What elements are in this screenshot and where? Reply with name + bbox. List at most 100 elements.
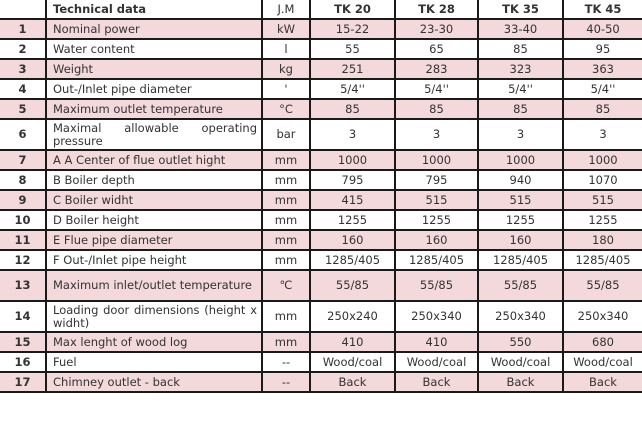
row-value: 250x340	[394, 300, 479, 333]
row-value: 3	[477, 118, 564, 151]
row-number: 16	[0, 351, 47, 373]
row-value: Wood/coal	[309, 351, 396, 373]
row-value: 55	[309, 38, 396, 60]
row-value: 160	[309, 229, 396, 251]
row-number: 6	[0, 118, 47, 151]
row-value: 1285/405	[477, 249, 564, 271]
row-value: 1285/405	[562, 249, 642, 271]
row-value: 55/85	[309, 269, 396, 302]
row-value: 55/85	[477, 269, 564, 302]
row-number: 8	[0, 169, 47, 191]
table-row: 16 Fuel -- Wood/coal Wood/coal Wood/coal Wood/…	[0, 351, 642, 373]
row-number: 12	[0, 249, 47, 271]
row-value: 55/85	[562, 269, 642, 302]
row-value: 795	[394, 169, 479, 191]
table-row: 4 Out-/Inlet pipe diameter ' 5/4'' 5/4'' 5/4'…	[0, 78, 642, 100]
row-unit: bar	[261, 118, 311, 151]
row-parameter: C Boiler widht	[45, 189, 263, 211]
row-unit: kg	[261, 58, 311, 80]
row-parameter: A A Center of flue outlet hight	[45, 149, 263, 171]
row-value: 515	[394, 189, 479, 211]
table-row: 6 Maximal allowable operating pressure bar…	[0, 118, 642, 151]
row-number: 14	[0, 300, 47, 333]
row-value: 795	[309, 169, 396, 191]
row-value: 1285/405	[394, 249, 479, 271]
row-value: 3	[394, 118, 479, 151]
row-number: 2	[0, 38, 47, 60]
row-value: 515	[477, 189, 564, 211]
row-value: 323	[477, 58, 564, 80]
header-model: TK 28	[394, 0, 479, 20]
row-value: 5/4''	[477, 78, 564, 100]
table-row: 11 E Flue pipe diameter mm 160 160 160 180	[0, 229, 642, 251]
row-parameter: Fuel	[45, 351, 263, 373]
row-unit: °C	[261, 98, 311, 120]
row-value: 5/4''	[309, 78, 396, 100]
table-row: 17 Chimney outlet - back -- Back Back Back Bac…	[0, 371, 642, 393]
row-value: 40-50	[562, 18, 642, 40]
technical-data-table: Technical data J.M TK 20 TK 28 TK 35 TK …	[0, 0, 642, 393]
row-value: Back	[562, 371, 642, 393]
row-unit: l	[261, 38, 311, 60]
row-value: 680	[562, 331, 642, 353]
row-number: 11	[0, 229, 47, 251]
row-value: 33-40	[477, 18, 564, 40]
row-parameter: Weight	[45, 58, 263, 80]
row-unit: --	[261, 351, 311, 373]
row-parameter: Water content	[45, 38, 263, 60]
row-parameter: Maximum inlet/outlet temperature	[45, 269, 263, 302]
table-row: 15 Max lenght of wood log mm 410 410 550 680	[0, 331, 642, 353]
row-value: Wood/coal	[477, 351, 564, 373]
row-value: 515	[562, 189, 642, 211]
row-value: 1000	[309, 149, 396, 171]
row-parameter: D Boiler height	[45, 209, 263, 231]
row-parameter: Loading door dimensions (height x widht)	[45, 300, 263, 333]
row-value: 1285/405	[309, 249, 396, 271]
row-unit: mm	[261, 209, 311, 231]
row-parameter: Nominal power	[45, 18, 263, 40]
table-header-row: Technical data J.M TK 20 TK 28 TK 35 TK …	[0, 0, 642, 20]
header-number	[0, 0, 47, 20]
table-row: 14 Loading door dimensions (height x widh…	[0, 300, 642, 333]
row-value: 250x240	[309, 300, 396, 333]
row-number: 15	[0, 331, 47, 353]
row-value: 1000	[394, 149, 479, 171]
row-value: Back	[394, 371, 479, 393]
row-parameter: Max lenght of wood log	[45, 331, 263, 353]
row-unit: mm	[261, 229, 311, 251]
header-title: Technical data	[45, 0, 263, 20]
row-value: 415	[309, 189, 396, 211]
row-value: 160	[394, 229, 479, 251]
row-parameter: Maximal allowable operating pressure	[45, 118, 263, 151]
row-unit: mm	[261, 331, 311, 353]
header-model: TK 35	[477, 0, 564, 20]
row-value: 85	[562, 98, 642, 120]
table-row: 1 Nominal power kW 15-22 23-30 33-40 40-50	[0, 18, 642, 40]
row-value: 1255	[309, 209, 396, 231]
row-value: 1255	[562, 209, 642, 231]
row-number: 7	[0, 149, 47, 171]
row-unit: ℃	[261, 269, 311, 302]
row-value: 250x340	[477, 300, 564, 333]
row-parameter: Maximum outlet temperature	[45, 98, 263, 120]
row-value: 15-22	[309, 18, 396, 40]
row-unit: mm	[261, 169, 311, 191]
row-value: 283	[394, 58, 479, 80]
row-unit: mm	[261, 249, 311, 271]
row-value: 363	[562, 58, 642, 80]
row-value: 85	[394, 98, 479, 120]
row-value: 55/85	[394, 269, 479, 302]
row-value: 5/4''	[394, 78, 479, 100]
row-value: 23-30	[394, 18, 479, 40]
row-number: 10	[0, 209, 47, 231]
row-parameter: B Boiler depth	[45, 169, 263, 191]
table-row: 5 Maximum outlet temperature °C 85 85 85 85	[0, 98, 642, 120]
row-value: 410	[309, 331, 396, 353]
row-value: 250x340	[562, 300, 642, 333]
row-parameter: E Flue pipe diameter	[45, 229, 263, 251]
row-value: 1000	[562, 149, 642, 171]
row-value: Wood/coal	[394, 351, 479, 373]
